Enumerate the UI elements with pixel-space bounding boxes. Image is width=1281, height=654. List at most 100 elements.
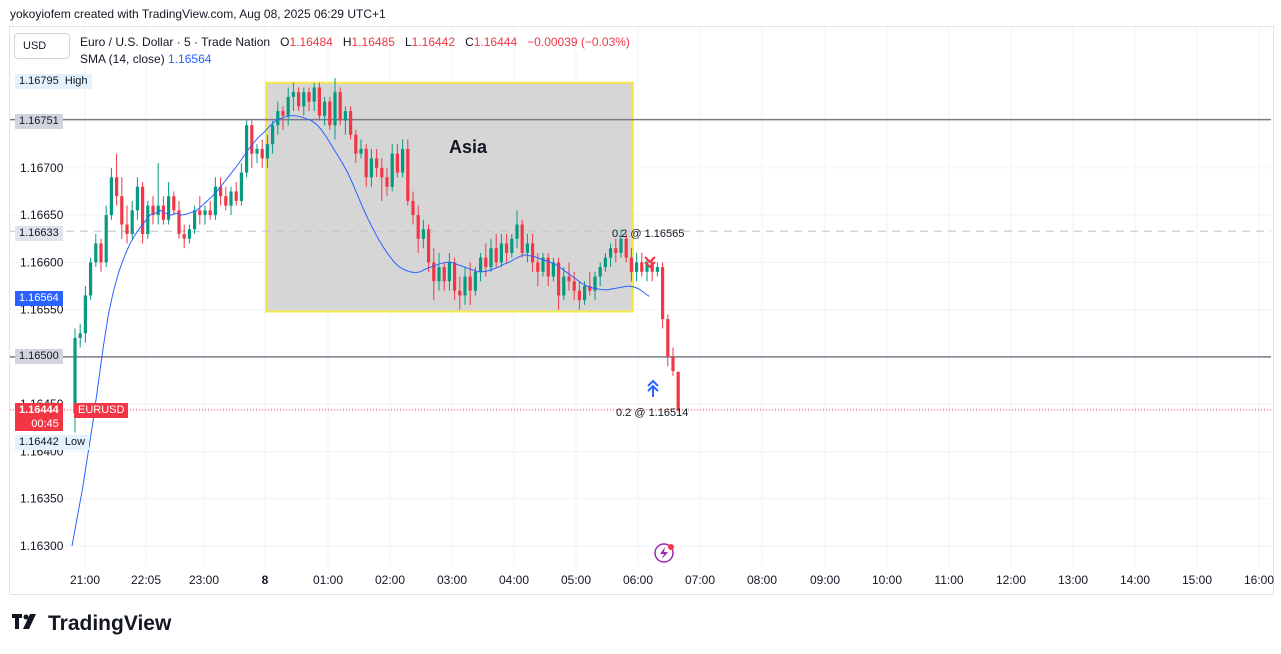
candle[interactable]	[255, 144, 259, 164]
candle[interactable]	[125, 205, 129, 244]
candle[interactable]	[349, 106, 353, 140]
candle[interactable]	[208, 200, 212, 220]
candle[interactable]	[463, 267, 467, 305]
candle[interactable]	[291, 82, 295, 112]
candle[interactable]	[99, 238, 103, 272]
candle[interactable]	[375, 148, 379, 178]
candle[interactable]	[406, 139, 410, 206]
candle[interactable]	[286, 87, 290, 126]
candle[interactable]	[536, 252, 540, 286]
candle[interactable]	[635, 252, 639, 282]
candle[interactable]	[239, 163, 243, 206]
candle[interactable]	[109, 167, 113, 220]
candle[interactable]	[177, 200, 181, 239]
candle[interactable]	[546, 252, 550, 286]
candle[interactable]	[245, 120, 249, 178]
candle[interactable]	[343, 106, 347, 135]
candle[interactable]	[203, 205, 207, 225]
candle[interactable]	[661, 262, 665, 329]
candle[interactable]	[629, 248, 633, 282]
candle[interactable]	[603, 252, 607, 272]
sma-legend[interactable]: SMA (14, close) 1.16564	[80, 52, 211, 66]
candle[interactable]	[541, 252, 545, 277]
candle[interactable]	[671, 347, 675, 376]
candle[interactable]	[453, 257, 457, 301]
candle[interactable]	[640, 252, 644, 277]
candle[interactable]	[666, 314, 670, 367]
candle[interactable]	[645, 257, 649, 282]
candle[interactable]	[447, 252, 451, 291]
candle[interactable]	[312, 82, 316, 112]
candle[interactable]	[213, 177, 217, 220]
candle[interactable]	[364, 144, 368, 187]
candle[interactable]	[588, 271, 592, 296]
candle[interactable]	[515, 210, 519, 249]
candle[interactable]	[380, 158, 384, 201]
candle[interactable]	[442, 262, 446, 291]
candle[interactable]	[141, 182, 145, 244]
candle[interactable]	[577, 281, 581, 310]
candle[interactable]	[614, 238, 618, 263]
candle[interactable]	[172, 191, 176, 216]
candle[interactable]	[130, 200, 134, 239]
candle[interactable]	[609, 243, 613, 268]
candle[interactable]	[89, 257, 93, 301]
candle[interactable]	[567, 262, 571, 291]
candle[interactable]	[401, 139, 405, 178]
candle[interactable]	[120, 177, 124, 239]
candle[interactable]	[593, 271, 597, 301]
candle[interactable]	[187, 224, 191, 244]
candle[interactable]	[510, 234, 514, 258]
candle[interactable]	[572, 271, 576, 301]
candle[interactable]	[489, 238, 493, 272]
candle[interactable]	[83, 286, 87, 343]
candle[interactable]	[427, 224, 431, 272]
candle[interactable]	[224, 186, 228, 211]
candle[interactable]	[411, 191, 415, 225]
candle[interactable]	[297, 87, 301, 112]
candle[interactable]	[421, 219, 425, 249]
candle[interactable]	[78, 323, 82, 348]
candle[interactable]	[676, 371, 680, 412]
candle[interactable]	[229, 186, 233, 216]
candle[interactable]	[333, 78, 337, 140]
candle[interactable]	[390, 144, 394, 192]
candle[interactable]	[281, 106, 285, 130]
candle[interactable]	[416, 205, 420, 253]
candle[interactable]	[250, 120, 254, 168]
candle[interactable]	[323, 96, 327, 126]
candle[interactable]	[104, 205, 108, 268]
candle[interactable]	[624, 234, 628, 263]
candle[interactable]	[317, 82, 321, 121]
candle[interactable]	[505, 234, 509, 263]
candle[interactable]	[161, 196, 165, 225]
candle[interactable]	[271, 120, 275, 154]
candle[interactable]	[182, 224, 186, 249]
candle[interactable]	[458, 276, 462, 310]
symbol-name[interactable]: Euro / U.S. Dollar · 5 · Trade Nation	[80, 35, 271, 49]
candle[interactable]	[219, 177, 223, 206]
candle[interactable]	[494, 234, 498, 268]
candle[interactable]	[531, 234, 535, 272]
candle[interactable]	[437, 252, 441, 291]
candle[interactable]	[307, 87, 311, 112]
candle[interactable]	[473, 267, 477, 296]
candle[interactable]	[234, 182, 238, 206]
candle[interactable]	[520, 219, 524, 258]
candle[interactable]	[354, 130, 358, 164]
candle[interactable]	[328, 96, 332, 130]
candle[interactable]	[193, 205, 197, 234]
candle[interactable]	[302, 87, 306, 116]
candle[interactable]	[369, 148, 373, 187]
candle[interactable]	[94, 234, 98, 268]
candle[interactable]	[135, 177, 139, 220]
currency-button[interactable]: USD	[14, 33, 70, 59]
candle[interactable]	[562, 267, 566, 301]
candle[interactable]	[655, 262, 659, 277]
candle[interactable]	[551, 257, 555, 282]
candle[interactable]	[385, 167, 389, 197]
candle[interactable]	[598, 262, 602, 286]
candle[interactable]	[359, 139, 363, 159]
candle[interactable]	[395, 144, 399, 178]
